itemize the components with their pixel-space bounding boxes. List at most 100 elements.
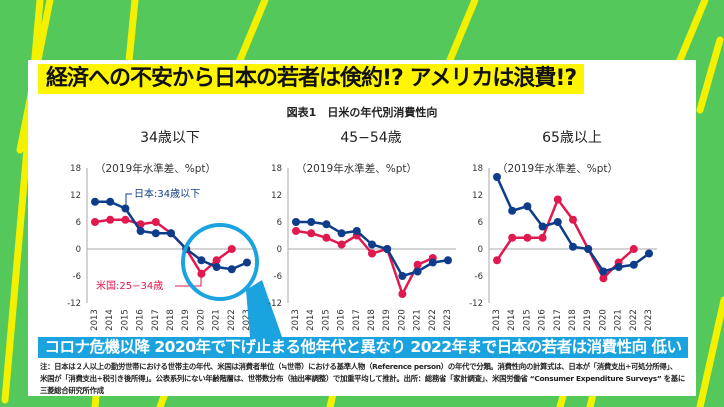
data-point	[151, 218, 160, 226]
x-tick-label: 2013	[492, 309, 502, 331]
stripe	[676, 0, 709, 64]
y-tick-label: -6	[475, 272, 483, 282]
y-tick-label: 6	[76, 218, 81, 228]
data-point	[523, 202, 532, 211]
data-point	[629, 260, 638, 269]
data-point	[538, 222, 547, 231]
x-tick-label: 2021	[614, 309, 624, 331]
data-point	[212, 256, 221, 265]
data-point	[292, 218, 300, 226]
data-point	[337, 240, 346, 249]
data-point	[398, 272, 407, 280]
data-point	[599, 274, 608, 283]
data-point	[569, 242, 577, 251]
x-tick-label: 2020	[598, 309, 608, 331]
chart-title: 34歳以下	[140, 130, 200, 146]
data-point	[584, 245, 593, 253]
x-tick-label: 2019	[583, 309, 593, 331]
stripe	[236, 0, 269, 64]
data-point	[322, 220, 331, 229]
y-tick-label: 0	[76, 245, 81, 255]
data-point	[106, 215, 115, 224]
data-point	[227, 265, 236, 274]
x-tick-label: 2018	[568, 309, 578, 331]
data-point	[538, 233, 547, 242]
data-point	[428, 258, 437, 267]
x-tick-label: 2020	[397, 309, 407, 331]
data-point	[569, 215, 577, 224]
highlight-circle	[181, 223, 259, 301]
callout-pointer	[246, 280, 282, 337]
legend-us: 米国:25−34歳	[96, 279, 163, 292]
x-tick-label: 2017	[352, 309, 362, 331]
data-point	[91, 218, 99, 226]
x-tick-label: 2018	[367, 309, 377, 331]
x-tick-label: 2019	[181, 309, 191, 331]
y-tick-label: 0	[478, 245, 483, 255]
x-tick-label: 2023	[644, 309, 654, 331]
data-point	[337, 229, 346, 238]
stripe	[446, 0, 479, 64]
x-tick-label: 2014	[306, 309, 316, 331]
y-tick-label: 6	[277, 218, 282, 228]
data-point	[292, 227, 300, 235]
chart-title: 45−54歳	[340, 130, 401, 146]
x-tick-label: 2021	[413, 309, 423, 331]
y-tick-label: 12	[70, 191, 81, 201]
caption-bar: コロナ危機以降 2020年で下げ止まる他年代と異なり 2022年まで日本の若者は…	[38, 337, 688, 358]
x-tick-label: 2022	[227, 309, 237, 331]
y-tick-label: 0	[277, 245, 282, 255]
data-point	[368, 249, 376, 258]
x-tick-label: 2014	[105, 309, 115, 331]
x-tick-label: 2019	[382, 309, 392, 331]
note-line: 注：日本は２人以上の勤労世帯における世帯主の年代、米国は消費者単位（≒世帯）にお…	[40, 362, 677, 371]
series-line	[295, 229, 434, 298]
unit-label: （2019年水準差、%pt）	[296, 162, 417, 175]
y-tick-label: -12	[67, 299, 81, 309]
x-tick-label: 2013	[90, 309, 100, 331]
note-line: 米国が「消費支出÷税引き後所得」。公表系列にない年齢階層は、世帯数分布（抽出率調…	[40, 374, 685, 395]
x-tick-label: 2017	[553, 309, 563, 331]
chart-title: 65歳以上	[542, 130, 602, 146]
data-point	[614, 263, 623, 271]
data-point	[307, 229, 316, 238]
headline: 経済への不安から日本の若者は倹約!? アメリカは浪費!?	[38, 64, 585, 94]
x-tick-label: 2015	[120, 309, 130, 331]
x-tick-label: 2016	[337, 309, 347, 331]
x-tick-label: 2023	[443, 309, 453, 331]
y-tick-label: -12	[469, 299, 483, 309]
data-point	[398, 290, 407, 298]
data-point	[121, 204, 130, 213]
x-tick-label: 2014	[507, 309, 517, 331]
data-point	[629, 245, 638, 253]
data-point	[121, 215, 130, 224]
unit-label: （2019年水準差、%pt）	[95, 162, 216, 175]
series-line	[94, 218, 233, 276]
data-point	[322, 233, 331, 242]
data-point	[413, 267, 422, 276]
data-point	[212, 263, 221, 271]
y-tick-label: 18	[472, 164, 483, 174]
x-tick-label: 2017	[151, 309, 161, 331]
y-tick-label: -12	[268, 299, 282, 309]
x-tick-label: 2022	[629, 309, 639, 331]
y-tick-label: 12	[472, 191, 483, 201]
x-tick-label: 2013	[291, 309, 301, 331]
data-point	[243, 258, 251, 267]
x-tick-label: 2016	[136, 309, 146, 331]
y-tick-label: -6	[274, 272, 282, 282]
data-point	[493, 256, 501, 265]
stripe	[696, 36, 724, 114]
data-point	[523, 233, 532, 242]
x-tick-label: 2018	[166, 309, 176, 331]
x-tick-label: 2022	[428, 309, 438, 331]
y-tick-label: 18	[271, 164, 282, 174]
data-point	[493, 173, 501, 181]
series-line	[495, 196, 635, 281]
data-point	[553, 195, 562, 204]
data-point	[167, 229, 175, 238]
data-point	[383, 245, 392, 253]
source-note: 注：日本は２人以上の勤労世帯における世帯主の年代、米国は消費者単位（≒世帯）にお…	[40, 361, 690, 397]
unit-label: （2019年水準差、%pt）	[497, 162, 618, 175]
